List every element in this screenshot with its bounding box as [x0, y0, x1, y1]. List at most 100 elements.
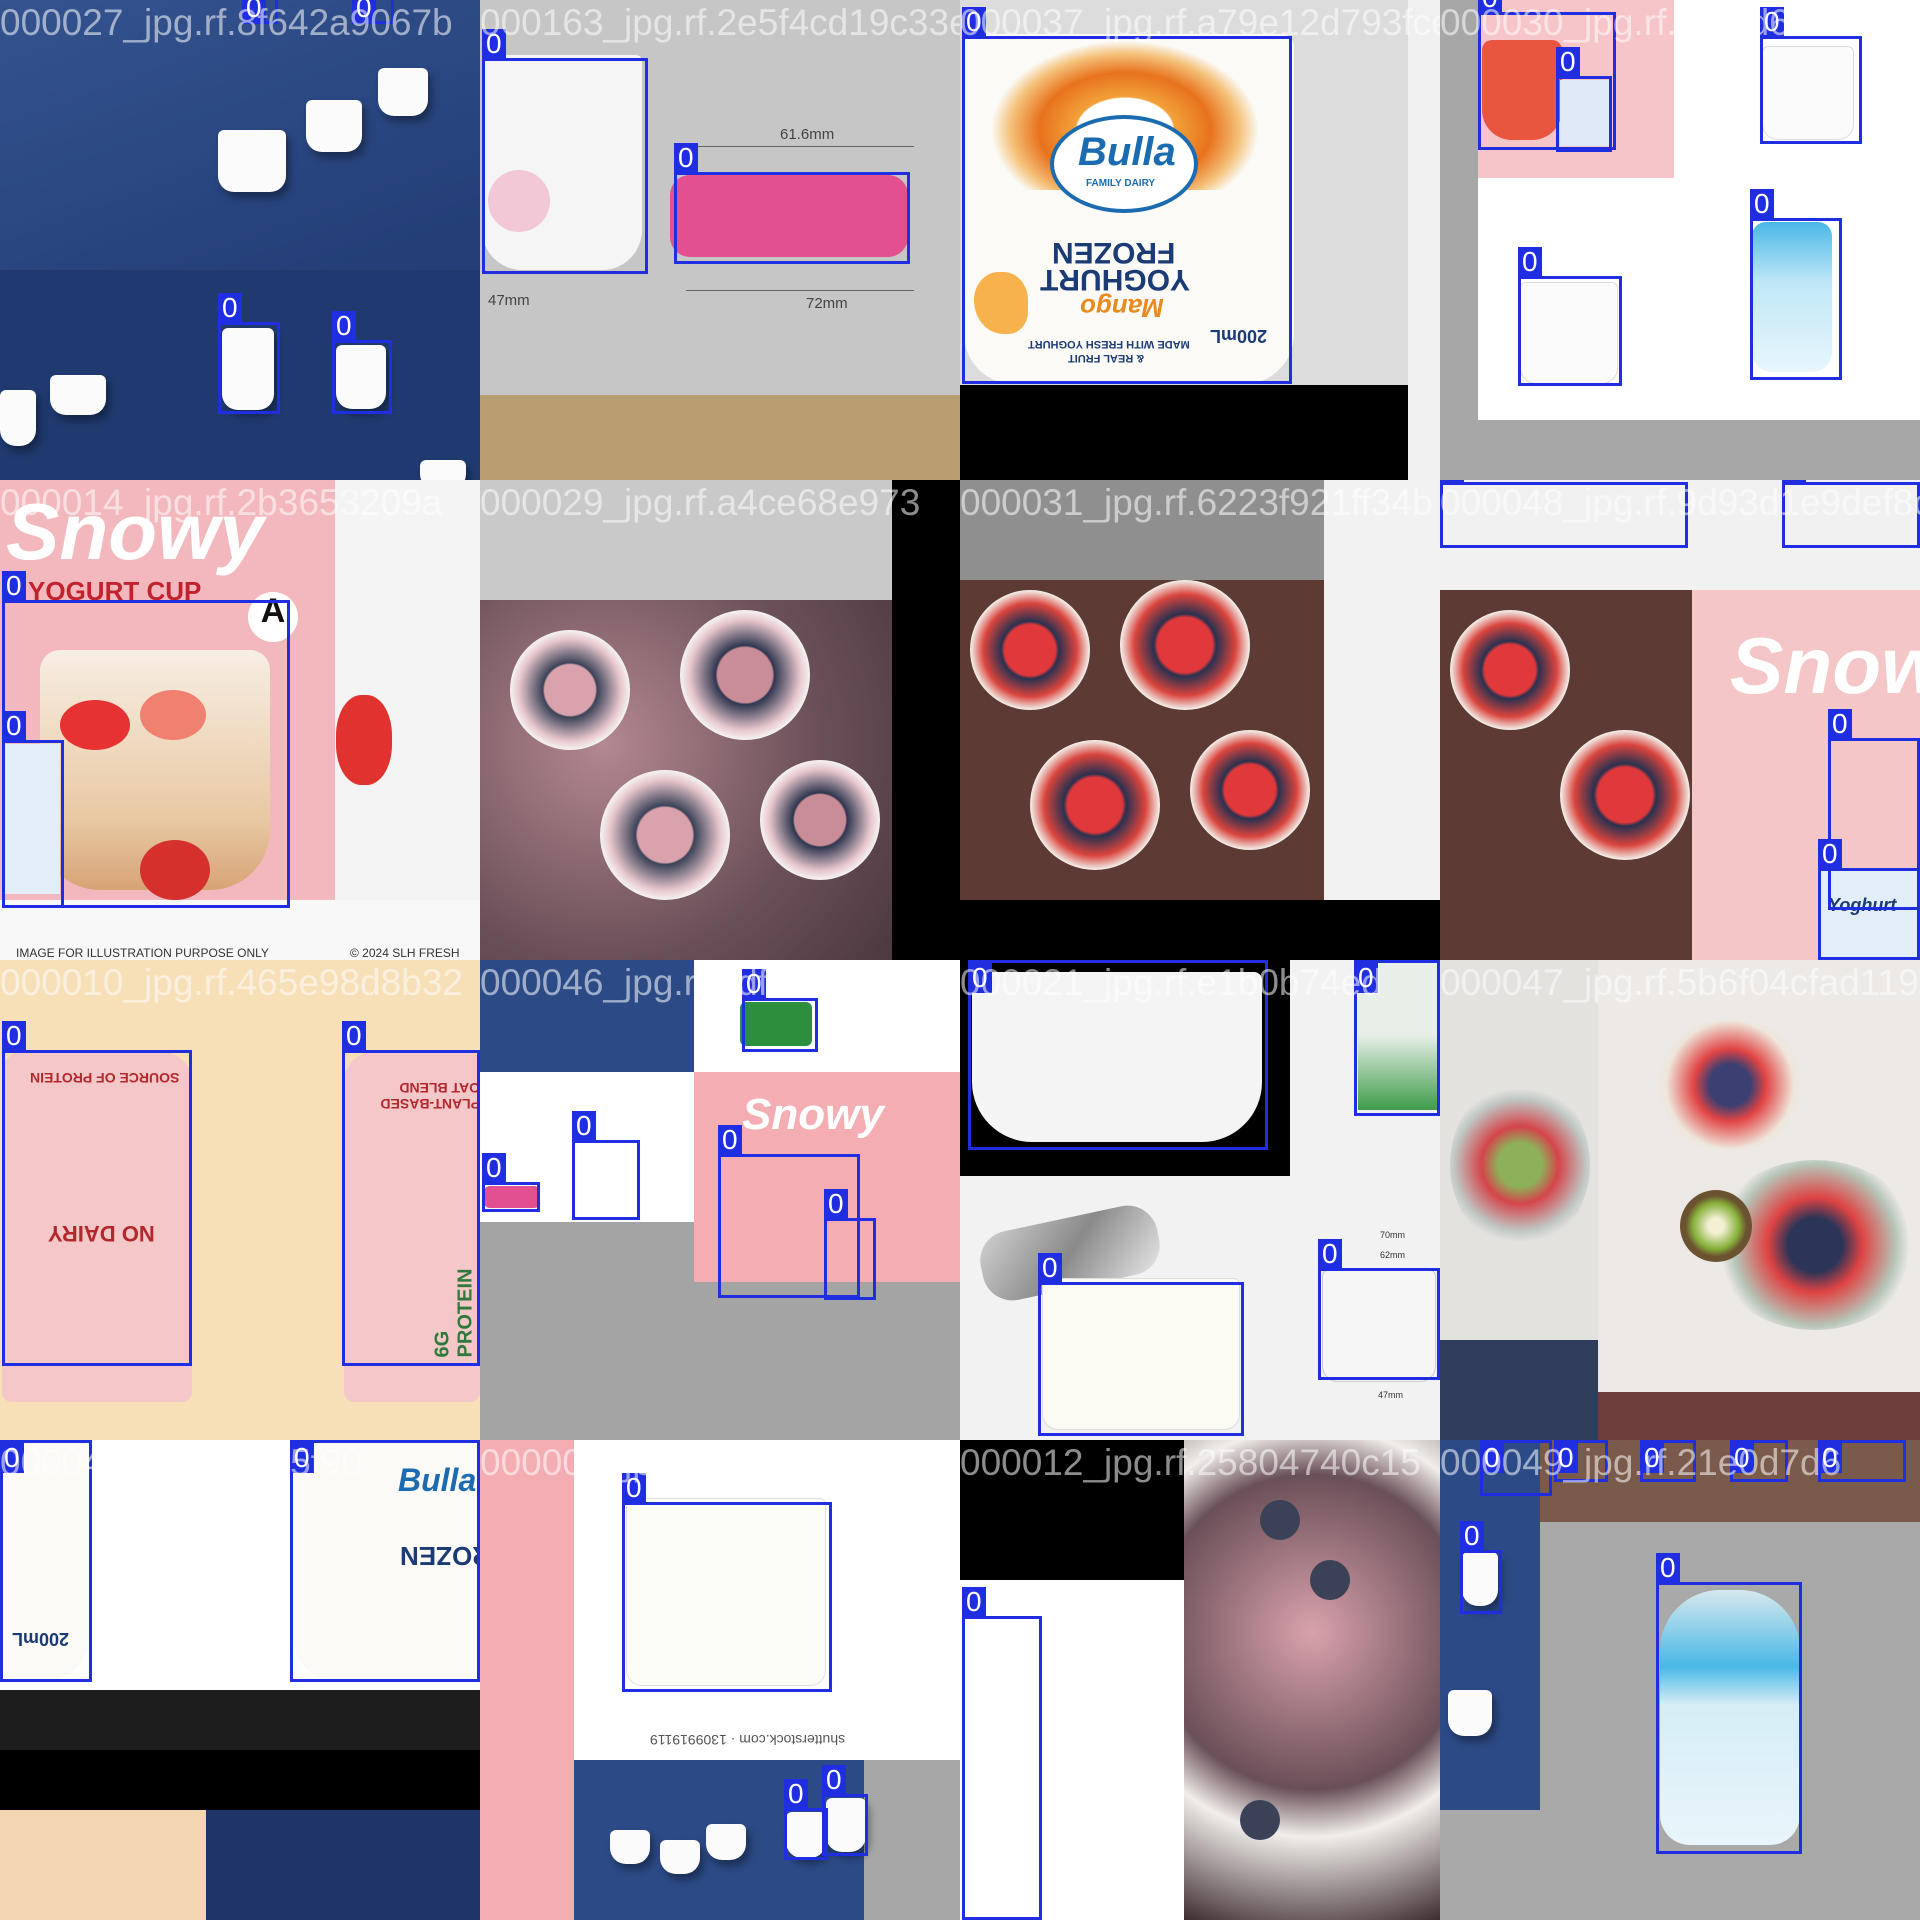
- detection-box[interactable]: 0: [1818, 839, 1920, 960]
- detection-box[interactable]: 0: [742, 969, 818, 1052]
- pink-lid: [484, 1186, 540, 1208]
- detection-box[interactable]: 0: [1640, 1440, 1696, 1482]
- detection-box[interactable]: 0: [342, 1021, 480, 1366]
- tile-filename: 000049_jpg.rf.21e0d7d6: [1440, 1442, 1842, 1483]
- bulla-cup-partial: [2, 1440, 88, 1680]
- illustration-text: IMAGE FOR ILLUSTRATION PURPOSE ONLY: [16, 946, 269, 960]
- detection-box[interactable]: 0: [482, 1153, 540, 1212]
- detection-box[interactable]: 0: [2, 1021, 192, 1366]
- detection-box[interactable]: 0: [0, 1440, 92, 1682]
- brand-name: Bulla: [398, 1462, 477, 1498]
- blueberry: [1310, 1560, 1350, 1600]
- paper-cup: [336, 345, 386, 409]
- detection-box[interactable]: 0: [962, 1587, 1042, 1920]
- detection-box[interactable]: 0: [1038, 1253, 1244, 1436]
- detection-box[interactable]: 0: [1828, 709, 1920, 910]
- detection-box[interactable]: 0: [822, 1765, 868, 1856]
- detection-box[interactable]: 0: [1656, 1553, 1802, 1854]
- tile-9[interactable]: Snowy 0 0 0 0 0 000046_jpg.rf.4dfd5c31f7…: [480, 960, 960, 1440]
- paper-cup: [1462, 1552, 1498, 1606]
- detection-box[interactable]: 0: [1556, 47, 1612, 152]
- shaker-cup: [1660, 1590, 1800, 1845]
- protein-cup: [2, 1052, 192, 1402]
- detection-box[interactable]: 0: [1818, 1440, 1906, 1482]
- detection-box[interactable]: 0: [1554, 1440, 1608, 1482]
- dimension-line: [686, 146, 914, 147]
- tile-15[interactable]: 0 0 0 0 0 0 0 000049_jpg.rf.21e0d7d6: [1440, 1440, 1920, 1920]
- snowy-title: Snowy: [1730, 621, 1920, 710]
- dimension-label: 47mm: [1378, 1390, 1404, 1400]
- tile-6[interactable]: 000031_jpg.rf.6223f921ff34b: [960, 480, 1440, 960]
- bulla-logo: [1050, 115, 1198, 213]
- berry-bowl: [510, 630, 630, 750]
- berry-bowl: [760, 760, 880, 880]
- tile-0[interactable]: 0 0 0 0 000027_jpg.rf.8f642a9067b: [0, 0, 480, 480]
- tile-3[interactable]: 0 0 0 0 0 000030_jpg.rf.d07fd6e2b91c4: [1440, 0, 1920, 480]
- protein-cup: [344, 1052, 480, 1402]
- detection-box[interactable]: 0: [622, 1473, 832, 1692]
- tile-12[interactable]: Bulla FROZEN 200mL 0 0 000049_png.rf.d75…: [0, 1440, 480, 1920]
- detection-box[interactable]: 0: [1782, 480, 1920, 548]
- mango-slice: [974, 272, 1028, 334]
- tile-filename: 000027_jpg.rf.8f642a9067b: [0, 2, 453, 43]
- detection-box[interactable]: 0: [968, 960, 1268, 1150]
- berry-bowl: [970, 590, 1090, 710]
- tile-7[interactable]: Snowy Yoghurt 0 0 0 0 000048_jpg.rf.9d93…: [1440, 480, 1920, 960]
- marigold-box: [1820, 870, 1918, 960]
- strawberry: [336, 695, 392, 785]
- tile-4[interactable]: Snowy YOGURT CUP A 0 0 IMAGE FOR ILLUSTR…: [0, 480, 480, 960]
- marigold-box: [2, 744, 60, 894]
- blueberry: [1260, 1500, 1300, 1540]
- pink-lid: [670, 175, 908, 257]
- detection-box[interactable]: 0: [1460, 1521, 1502, 1614]
- cake-box: [1598, 1392, 1920, 1440]
- detection-box[interactable]: 0: [962, 7, 1292, 384]
- detection-box[interactable]: 0: [1440, 480, 1688, 548]
- tile-2[interactable]: Bulla FAMILY DAIRY FROZEN YOGHURT Mango …: [960, 0, 1440, 480]
- tile-filename: 000163_jpg.rf.2e5f4cd19c33e: [480, 2, 960, 43]
- tile-1[interactable]: 61.6mm 47mm 72mm 0 0 000163_jpg.rf.2e5f4…: [480, 0, 960, 480]
- detection-box[interactable]: 0: [1318, 1239, 1440, 1380]
- tile-11[interactable]: 000047_jpg.rf.5b6f04cfad1197: [1440, 960, 1920, 1440]
- detection-box[interactable]: 0: [1480, 1440, 1552, 1496]
- marigold-box: [1560, 80, 1610, 146]
- dimension-label: 47mm: [488, 292, 530, 309]
- paper-cup: [1448, 1690, 1492, 1736]
- tile-8[interactable]: SOURCE OF PROTEIN PLANT-BASED OAT BLEND …: [0, 960, 480, 1440]
- detection-box[interactable]: 0: [1518, 247, 1622, 386]
- tile-13[interactable]: shutterstock.com · 1309919119 0 0 0 0000…: [480, 1440, 960, 1920]
- detection-box[interactable]: 0: [1750, 189, 1842, 380]
- detection-box[interactable]: 0: [674, 143, 910, 264]
- paper-cup: [786, 1812, 826, 1858]
- tile-filename: 000021_jpg.rf.e1b0b74ed: [960, 962, 1382, 1003]
- detection-box[interactable]: 0: [482, 29, 648, 274]
- detection-box[interactable]: 0: [1354, 960, 1440, 1116]
- berry-bowl: [1030, 740, 1160, 870]
- tile-14[interactable]: 0 000012_jpg.rf.25804740c15: [960, 1440, 1440, 1920]
- detection-box[interactable]: 0: [1760, 7, 1862, 144]
- detection-box[interactable]: 0: [1478, 0, 1616, 150]
- dimension-label: 70mm: [1380, 1230, 1406, 1240]
- paper-cup: [1520, 282, 1618, 384]
- detection-box[interactable]: 0: [572, 1111, 640, 1220]
- detection-box[interactable]: 0: [824, 1189, 876, 1300]
- detection-box[interactable]: 0: [218, 293, 280, 414]
- detection-box[interactable]: 0: [718, 1125, 860, 1298]
- detection-box[interactable]: 0: [784, 1779, 828, 1860]
- detection-box[interactable]: 0: [332, 311, 392, 414]
- dimension-line: [686, 290, 914, 291]
- detection-box[interactable]: 0: [2, 711, 64, 908]
- paper-cup: [306, 100, 362, 152]
- detection-box[interactable]: 0: [290, 1440, 480, 1682]
- tile-5[interactable]: 000029_jpg.rf.a4ce68e973: [480, 480, 960, 960]
- detection-box[interactable]: 0: [242, 0, 278, 24]
- detection-box[interactable]: 0: [1730, 1440, 1788, 1482]
- detection-box[interactable]: 0: [352, 0, 394, 24]
- paper-cup: [0, 390, 36, 446]
- dimension-label: 72mm: [806, 295, 848, 312]
- panda-face: [488, 170, 550, 232]
- tile-filename: 000010_jpg.rf.465e98d8b32: [0, 962, 463, 1003]
- tile-10[interactable]: 70mm 62mm 47mm 0 0 0 0 000021_jpg.rf.e1b…: [960, 960, 1440, 1440]
- bulla-cup-partial: [294, 1440, 480, 1680]
